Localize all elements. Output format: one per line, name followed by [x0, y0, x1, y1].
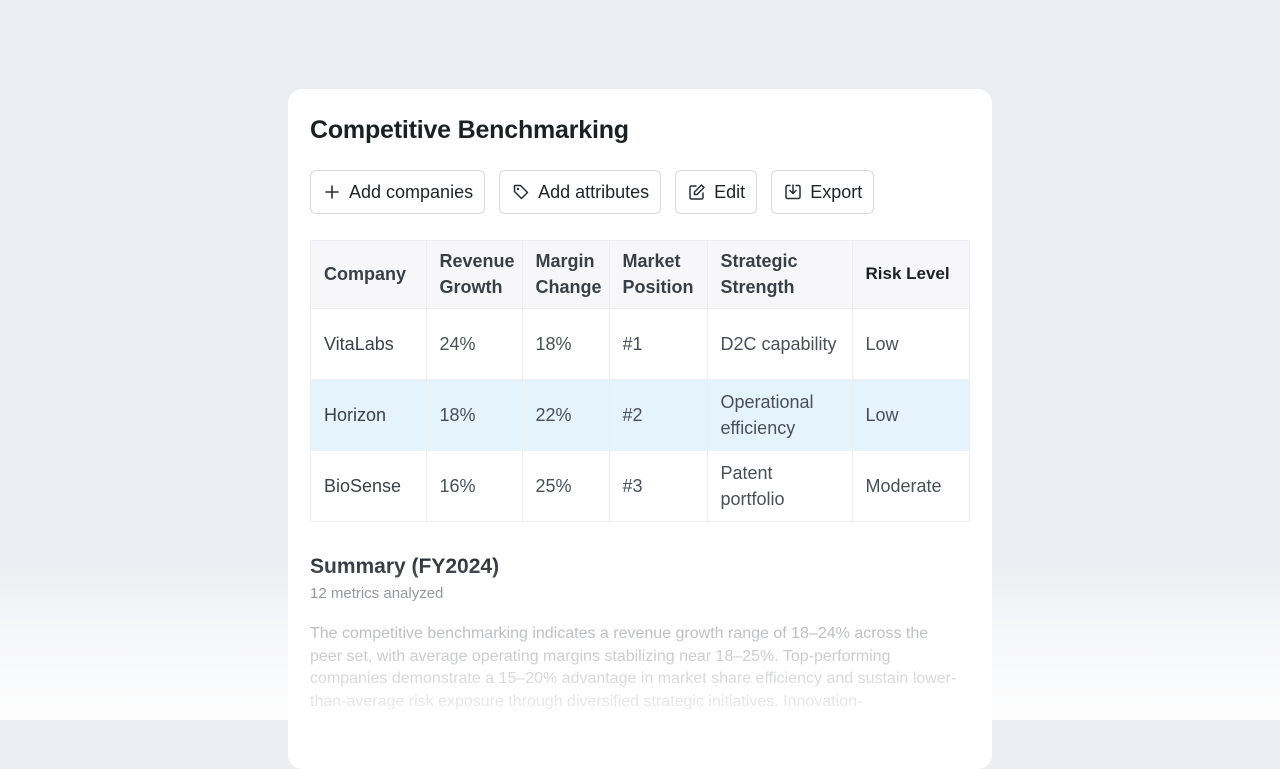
add-attributes-button[interactable]: Add attributes [499, 170, 662, 214]
export-label: Export [810, 181, 863, 202]
header-strategic-strength[interactable]: Strategic Strength [707, 241, 853, 308]
cell-company: VitaLabs [311, 308, 427, 379]
tag-icon [512, 183, 530, 201]
cell-strategic-strength: D2C capability [707, 308, 853, 379]
cell-market-position: #1 [609, 308, 708, 379]
table-row[interactable]: BioSense 16% 25% #3 Patent portfolio Mod… [311, 450, 969, 521]
cell-margin-change: 18% [522, 308, 610, 379]
table-header-row: Company Revenue Growth Margin Change Mar… [311, 241, 969, 308]
download-icon [784, 183, 802, 201]
cell-market-position: #3 [609, 450, 708, 521]
edit-label: Edit [714, 181, 746, 202]
summary-body: The competitive benchmarking indicates a… [310, 625, 957, 710]
cell-risk-level: Low [865, 404, 899, 425]
cell-risk-level: Low [865, 333, 899, 354]
cell-market-position: #2 [609, 379, 708, 450]
cell-risk-level: Moderate [865, 475, 942, 496]
add-companies-button[interactable]: Add companies [310, 170, 486, 214]
benchmark-panel: Competitive Benchmarking Add companies A… [288, 89, 992, 769]
cell-revenue-growth: 16% [426, 450, 523, 521]
export-button[interactable]: Export [771, 170, 875, 214]
header-revenue-growth[interactable]: Revenue Growth [426, 241, 523, 308]
edit-button[interactable]: Edit [675, 170, 758, 214]
cell-revenue-growth: 18% [426, 379, 523, 450]
summary-meta: 12 metrics analyzed [310, 585, 444, 602]
toolbar: Add companies Add attributes Edit Export [310, 170, 875, 214]
header-market-position[interactable]: Market Position [609, 241, 708, 308]
cell-margin-change: 25% [522, 450, 610, 521]
add-companies-label: Add companies [349, 181, 474, 202]
add-attributes-label: Add attributes [538, 181, 650, 202]
table-row[interactable]: Horizon 18% 22% #2 Operational efficienc… [311, 379, 969, 450]
summary-title: Summary (FY2024) [310, 555, 500, 578]
benchmark-table: Company Revenue Growth Margin Change Mar… [310, 240, 970, 522]
cell-revenue-growth: 24% [426, 308, 523, 379]
cell-margin-change: 22% [522, 379, 610, 450]
edit-icon [688, 183, 706, 201]
summary-section: Summary (FY2024) 12 metrics analyzed The… [310, 555, 970, 713]
cell-strategic-strength: Patent portfolio [707, 450, 853, 521]
plus-icon [323, 183, 341, 201]
header-company[interactable]: Company [311, 241, 427, 308]
cell-company: BioSense [311, 450, 427, 521]
cell-company: Horizon [311, 379, 427, 450]
panel-title: Competitive Benchmarking [310, 116, 629, 144]
cell-strategic-strength: Operational efficiency [707, 379, 853, 450]
header-margin-change[interactable]: Margin Change [522, 241, 610, 308]
header-risk-level[interactable]: Risk Level [865, 264, 950, 284]
table-row[interactable]: VitaLabs 24% 18% #1 D2C capability Low [311, 308, 969, 379]
